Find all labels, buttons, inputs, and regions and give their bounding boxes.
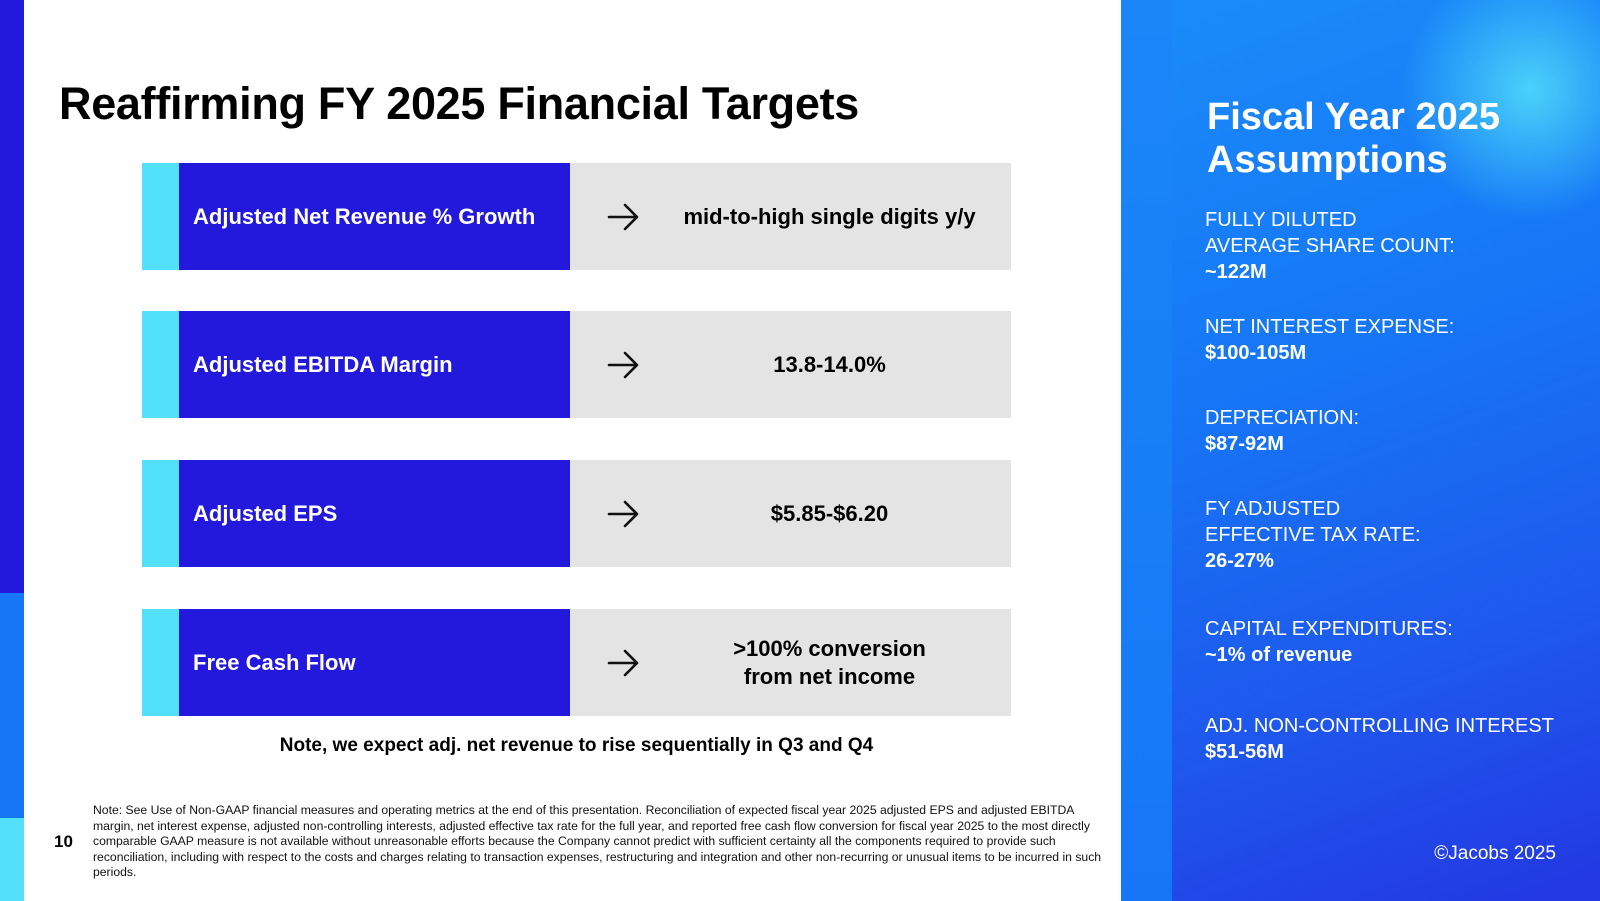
assumption-label: FY ADJUSTED xyxy=(1205,498,1341,520)
arrow-right-icon xyxy=(607,351,639,379)
assumption-capex: CAPITAL EXPENDITURES: ~1% of revenue xyxy=(1205,616,1453,668)
target-label: Adjusted Net Revenue % Growth xyxy=(193,203,536,229)
target-value-line: mid-to-high single digits y/y xyxy=(683,203,976,229)
assumption-depreciation: DEPRECIATION: $87-92M xyxy=(1205,405,1359,457)
assumption-value: $87-92M xyxy=(1205,433,1284,455)
arrow-right-icon xyxy=(607,649,639,677)
edge-strip-blue xyxy=(0,593,24,818)
assumption-value: ~122M xyxy=(1205,261,1267,283)
assumption-value: $100-105M xyxy=(1205,342,1307,364)
assumption-label: FULLY DILUTED xyxy=(1205,209,1357,231)
assumption-label: DEPRECIATION: xyxy=(1205,407,1360,429)
panel-title-line: Assumptions xyxy=(1207,139,1448,181)
edge-strip-indigo xyxy=(0,0,24,593)
target-label-box: Free Cash Flow xyxy=(179,609,570,716)
target-row-free-cash-flow: Free Cash Flow >100% conversion from net… xyxy=(142,609,1011,716)
row-accent xyxy=(142,609,179,716)
target-label-box: Adjusted Net Revenue % Growth xyxy=(179,163,570,270)
assumption-label: AVERAGE SHARE COUNT: xyxy=(1205,235,1455,257)
target-value-box: $5.85-$6.20 xyxy=(570,460,1011,567)
assumption-label: CAPITAL EXPENDITURES: xyxy=(1205,618,1453,640)
target-value-box: 13.8-14.0% xyxy=(570,311,1011,418)
revenue-note: Note, we expect adj. net revenue to rise… xyxy=(279,735,874,756)
assumption-value: $51-56M xyxy=(1205,741,1284,763)
assumption-tax-rate: FY ADJUSTED EFFECTIVE TAX RATE: 26-27% xyxy=(1205,496,1421,574)
panel-inner-band xyxy=(1121,0,1172,901)
target-value-line: from net income xyxy=(743,663,916,689)
target-label: Adjusted EPS xyxy=(193,500,338,526)
target-value-box: >100% conversion from net income xyxy=(570,609,1011,716)
assumption-non-controlling-interest: ADJ. NON-CONTROLLING INTEREST $51-56M xyxy=(1205,713,1554,765)
target-row-adjusted-eps: Adjusted EPS $5.85-$6.20 xyxy=(142,460,1011,567)
target-value-line: 13.8-14.0% xyxy=(773,351,886,377)
target-label-box: Adjusted EPS xyxy=(179,460,570,567)
target-value: mid-to-high single digits y/y xyxy=(662,163,997,270)
target-value: $5.85-$6.20 xyxy=(662,460,997,567)
target-value-line: $5.85-$6.20 xyxy=(770,500,889,526)
target-value: >100% conversion from net income xyxy=(662,609,997,716)
assumption-label: ADJ. NON-CONTROLLING INTEREST xyxy=(1205,715,1554,737)
page-number: 10 xyxy=(54,832,73,851)
assumption-net-interest: NET INTEREST EXPENSE: $100-105M xyxy=(1205,314,1454,366)
target-label: Free Cash Flow xyxy=(193,649,356,675)
target-value-box: mid-to-high single digits y/y xyxy=(570,163,1011,270)
footnote: Note: See Use of Non-GAAP financial meas… xyxy=(93,803,1102,880)
panel-title: Fiscal Year 2025 Assumptions xyxy=(1207,96,1500,182)
target-label-box: Adjusted EBITDA Margin xyxy=(179,311,570,418)
target-value: 13.8-14.0% xyxy=(662,311,997,418)
target-row-revenue-growth: Adjusted Net Revenue % Growth mid-to-hig… xyxy=(142,163,1011,270)
edge-strip-cyan xyxy=(0,818,24,901)
assumption-label: EFFECTIVE TAX RATE: xyxy=(1205,524,1421,546)
assumption-value: 26-27% xyxy=(1205,550,1274,572)
assumptions-panel: Fiscal Year 2025 Assumptions FULLY DILUT… xyxy=(1121,0,1600,901)
page-title: Reaffirming FY 2025 Financial Targets xyxy=(59,78,859,129)
row-accent xyxy=(142,163,179,270)
assumption-value: ~1% of revenue xyxy=(1205,644,1353,666)
row-accent xyxy=(142,311,179,418)
row-accent xyxy=(142,460,179,567)
assumption-label: NET INTEREST EXPENSE: xyxy=(1205,316,1455,338)
target-value-line: >100% conversion xyxy=(733,635,926,661)
arrow-right-icon xyxy=(607,203,639,231)
assumption-share-count: FULLY DILUTED AVERAGE SHARE COUNT: ~122M xyxy=(1205,207,1455,285)
arrow-right-icon xyxy=(607,500,639,528)
panel-title-line: Fiscal Year 2025 xyxy=(1207,96,1500,138)
target-label: Adjusted EBITDA Margin xyxy=(193,351,453,377)
copyright: ©Jacobs 2025 xyxy=(1434,843,1556,864)
left-edge-strip xyxy=(0,0,24,901)
target-row-ebitda-margin: Adjusted EBITDA Margin 13.8-14.0% xyxy=(142,311,1011,418)
